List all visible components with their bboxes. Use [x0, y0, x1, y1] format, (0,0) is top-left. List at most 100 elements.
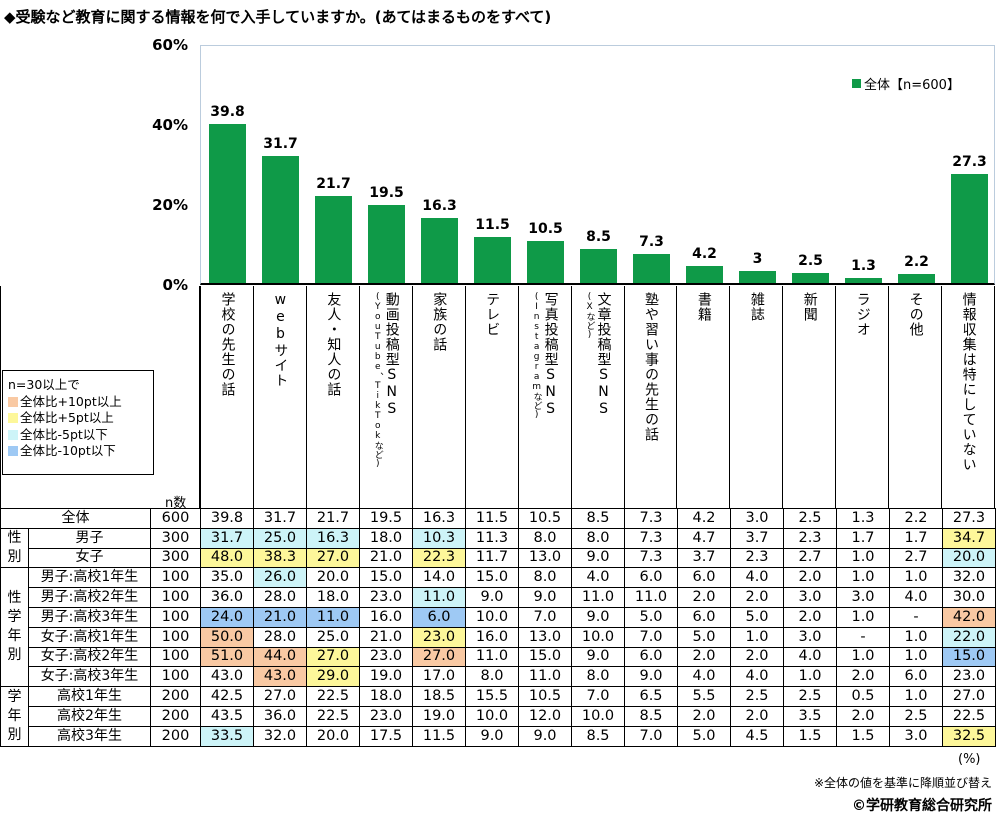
row-n: 200 [150, 686, 201, 707]
table-cell: 1.5 [783, 725, 837, 747]
row-label: 高校3年生 [28, 725, 151, 747]
table-cell: 9.0 [518, 725, 572, 747]
bar [315, 196, 352, 283]
table-cell: 4.5 [730, 725, 784, 747]
table-cell: 51.0 [200, 646, 254, 668]
table-cell: 15.0 [518, 646, 572, 668]
table-cell: 50.0 [200, 626, 254, 648]
table-cell: 22.5 [306, 705, 360, 727]
y-tick-label: 40% [152, 116, 188, 134]
table-cell: 2.0 [730, 587, 784, 608]
table-cell: 16.3 [306, 527, 360, 549]
category-label: 書籍 [677, 286, 731, 508]
table-cell: 11.0 [412, 587, 466, 608]
color-legend-label: 全体比-10pt以下 [20, 443, 116, 458]
table-cell: 6.0 [677, 606, 731, 628]
table-row: 高校2年生 200 43.5 36.0 22.5 23.0 19.0 10.0 12.0 10.0… [1, 705, 996, 727]
color-legend-label: 全体比-5pt以下 [20, 426, 108, 442]
table-cell: 27.3 [942, 508, 996, 529]
table-cell: 8.5 [571, 508, 625, 529]
table-cell: 18.0 [359, 686, 413, 707]
table-cell: 1.7 [889, 527, 943, 549]
table-cell: 28.0 [253, 626, 307, 648]
color-legend-item: 全体比-5pt以下 [8, 427, 148, 444]
table-cell: 1.0 [836, 547, 890, 569]
table-cell: 28.0 [253, 587, 307, 608]
table-cell: 23.0 [942, 666, 996, 688]
bar [209, 123, 246, 283]
table-cell: 19.0 [359, 666, 413, 688]
table-cell: 0.5 [836, 686, 890, 707]
legend-swatch [852, 79, 861, 88]
bar-value-label: 4.2 [692, 246, 717, 263]
color-legend-item: 全体比+10pt以上 [8, 394, 148, 411]
category-name: テレビ [484, 292, 501, 337]
category-subtext: (YouTube、TikTokなど) [372, 292, 383, 469]
row-n: 300 [150, 527, 201, 549]
bar-value-label: 31.7 [263, 136, 298, 153]
category-label-text: 雑誌 [748, 292, 765, 508]
table-cell: 3.0 [889, 725, 943, 747]
table-cell: 7.3 [624, 508, 678, 529]
table-cell: 2.5 [783, 508, 837, 529]
table-cell: 4.7 [677, 527, 731, 549]
table-cell: 23.0 [359, 587, 413, 608]
table-row: 性学年別 男子:高校1年生 100 35.0 26.0 20.0 15.0 14.0 15.0 8… [0, 567, 996, 688]
table-cell: 9.0 [571, 606, 625, 628]
category-label: その他 [889, 286, 943, 508]
table-row: 女子 300 48.0 38.3 27.0 21.0 22.3 11.7 13.0 9.0 7.3 3… [1, 547, 996, 569]
table-cell: 16.3 [412, 508, 466, 529]
table-cell: 15.0 [359, 567, 413, 589]
table-cell: 9.0 [571, 547, 625, 569]
table-row: 女子:高校2年生 100 51.0 44.0 27.0 23.0 27.0 11.0 15.0 9… [1, 646, 996, 668]
legend: 全体【n=600】 [852, 74, 960, 93]
unit-label: (%) [958, 752, 981, 767]
table-cell: 10.0 [465, 606, 519, 628]
category-label: webサイト [254, 286, 307, 508]
table-cell: 11.0 [571, 587, 625, 608]
row-label: 全体 [0, 508, 151, 529]
table-cell: 27.0 [942, 686, 996, 707]
table-cell: 12.0 [518, 705, 572, 727]
table-cell: 2.0 [836, 666, 890, 688]
color-legend-heading: n=30以上で [8, 377, 80, 392]
table-cell: 1.0 [889, 567, 943, 589]
table-cell: 10.0 [571, 705, 625, 727]
category-name: ラジオ [854, 292, 871, 337]
row-n: 600 [150, 508, 201, 529]
table-cell: 18.0 [306, 587, 360, 608]
table-cell: 15.0 [465, 567, 519, 589]
table-cell: 35.0 [200, 567, 254, 589]
color-swatch [8, 446, 18, 456]
table-cell: 23.0 [359, 646, 413, 668]
category-label-text: その他 [907, 292, 924, 508]
table-cell: 26.0 [253, 567, 307, 589]
table-cell: 33.5 [200, 725, 254, 747]
category-name: 新聞 [801, 292, 818, 322]
table-cell: 16.0 [465, 626, 519, 648]
table-cell: 15.5 [465, 686, 519, 707]
bar-value-label: 21.7 [316, 176, 351, 193]
bar [527, 241, 564, 283]
table-cell: 2.3 [783, 527, 837, 549]
bar [421, 217, 458, 283]
data-table: 全体 600 39.8 31.7 21.7 19.5 16.3 11.5 10.5 8.5 7.3 4… [0, 508, 996, 747]
table-cell: 6.0 [889, 666, 943, 688]
table-cell: 2.5 [889, 705, 943, 727]
table-cell: 13.0 [518, 547, 572, 569]
category-name: 書籍 [695, 292, 712, 322]
category-label: 雑誌 [730, 286, 784, 508]
group-label-text: 性別 [7, 530, 22, 566]
row-label: 高校1年生 [28, 686, 151, 707]
table-cell: 4.0 [730, 567, 784, 589]
table-cell: 27.0 [306, 547, 360, 569]
row-n: 300 [150, 547, 201, 569]
table-cell: 4.2 [677, 508, 731, 529]
table-row: 女子:高校1年生 100 50.0 28.0 25.0 21.0 23.0 16.0 13.0 1… [1, 626, 996, 648]
row-n: 100 [150, 646, 201, 668]
table-cell: 5.0 [677, 725, 731, 747]
row-label: 高校2年生 [28, 705, 151, 727]
n-header: n数 [165, 496, 187, 511]
table-cell: 19.0 [412, 705, 466, 727]
table-cell: 9.0 [624, 666, 678, 688]
